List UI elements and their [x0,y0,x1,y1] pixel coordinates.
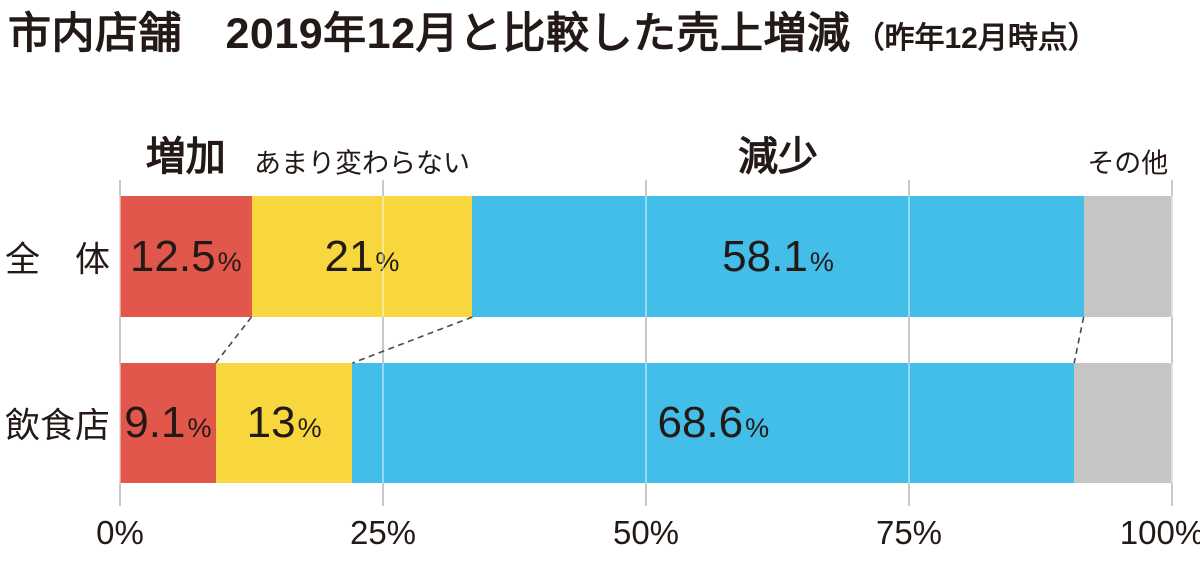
category-label-zentai: 全 体 [4,240,110,279]
percent-sign: % [375,246,400,277]
percent-sign: % [187,413,212,443]
percent-sign: % [217,246,242,277]
bar-segment-other [1074,363,1172,483]
segment-value-label: 68.6% [657,398,769,448]
connector-line-unchanged [352,316,473,364]
series-header-decrease: 減少 [738,135,819,179]
bar-segment-decrease: 68.6% [352,363,1075,483]
gridline-overlay-75-row1 [908,363,910,483]
page-title: 市内店舗 2019年12月と比較した売上増減 （昨年12月時点） [8,8,1098,62]
segment-value-label: 12.5% [130,232,242,282]
gridline-overlay-0-row0 [119,196,121,317]
series-header-unchanged: あまり変わらない [253,148,470,179]
bar-segment-decrease: 58.1% [472,196,1084,317]
segment-value-label: 13% [247,398,322,448]
segment-value-number: 58.1 [722,231,808,281]
bar-segment-unchanged: 13% [215,363,353,483]
segment-value-label: 58.1% [722,232,834,282]
series-header-increase: 増加 [145,135,226,179]
segment-value-label: 21% [324,232,399,282]
gridline-overlay-25-row1 [382,363,384,483]
segment-value-number: 9.1 [124,398,186,447]
title-note: （昨年12月時点） [854,22,1098,55]
segment-value-number: 13 [246,398,296,447]
x-tick-100: 100% [1119,514,1200,551]
percent-sign: % [297,413,322,443]
gridline-overlay-50-row1 [645,363,647,483]
x-tick-25: 25% [349,514,417,551]
percent-sign: % [809,246,834,277]
bar-segment-unchanged: 21% [251,196,473,317]
segment-value-number: 21 [324,231,374,281]
segment-value-number: 68.6 [657,398,744,447]
segment-value-number: 12.5 [129,231,216,281]
series-header-other: その他 [1087,148,1169,179]
gridline-overlay-0-row1 [119,363,121,483]
gridline-overlay-100-row0 [1171,196,1173,317]
gridline-50 [645,180,647,506]
connector-line-increase [215,316,253,364]
segment-value-label: 9.1% [124,398,211,448]
gridline-overlay-75-row0 [908,196,910,317]
bar-segment-increase: 12.5% [120,196,252,317]
bar-segment-other [1083,196,1172,317]
gridline-overlay-100-row1 [1171,363,1173,483]
gridline-75 [908,180,910,506]
connector-line-decrease [1073,316,1085,364]
category-label-inshokuten: 飲食店 [4,406,110,446]
gridline-overlay-25-row0 [382,196,384,317]
gridline-100 [1171,180,1173,506]
x-tick-0: 0% [96,514,144,551]
title-main: 市内店舗 2019年12月と比較した売上増減 [8,10,851,58]
bar-segment-increase: 9.1% [120,363,216,483]
x-tick-50: 50% [612,514,680,551]
percent-sign: % [745,413,770,443]
gridline-overlay-50-row0 [645,196,647,317]
x-tick-75: 75% [875,514,943,551]
gridline-0 [119,180,121,506]
